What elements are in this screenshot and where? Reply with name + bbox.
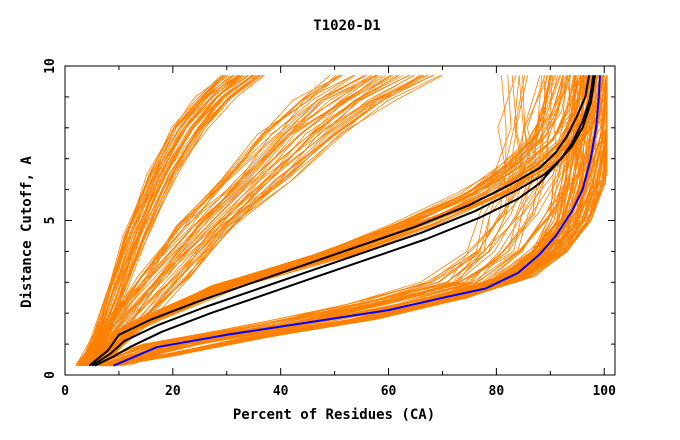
- series-line-group-right-fan-15: [86, 75, 552, 367]
- series-line-group-wide-upper-22: [77, 74, 391, 366]
- series-line-group-wide-upper-12: [76, 74, 365, 366]
- series-line-group-wide-upper-18: [89, 74, 376, 366]
- series-line-group-wide-upper-31: [85, 74, 410, 366]
- series-line-group-right-fan-6: [94, 75, 524, 367]
- x-axis-ticks: 0 20 40 60 80 100: [61, 66, 616, 399]
- x-tick-label-20: 20: [165, 384, 181, 399]
- series-line-group-wide-upper-10: [77, 74, 365, 366]
- x-tick-label-80: 80: [489, 384, 505, 399]
- series-line-black-2: [91, 75, 595, 367]
- y-tick-label-10: 10: [43, 58, 58, 74]
- series-line-group-right-fan-3: [78, 75, 517, 367]
- series-line-group-middle-27: [97, 75, 585, 366]
- x-tick-label-100: 100: [592, 384, 616, 399]
- series-line-group-dense-bottom-60: [116, 75, 608, 367]
- series-line-group-wide-upper-17: [79, 74, 372, 366]
- series-line-group-wide-upper-27: [94, 74, 404, 366]
- y-axis-ticks: 0 5 10: [43, 58, 615, 379]
- series-line-group-middle-11: [87, 75, 567, 366]
- y-tick-label-0: 0: [43, 371, 58, 379]
- plot-area: 0 20 40 60 80 100 0 5 10: [43, 58, 616, 399]
- series-line-blue: [113, 75, 601, 367]
- y-tick-label-5: 5: [43, 217, 58, 225]
- series-black-3: [94, 75, 596, 367]
- series-blue: [113, 75, 601, 367]
- chart-title: T1020-D1: [313, 18, 380, 34]
- x-tick-label-0: 0: [61, 384, 69, 399]
- series-line-group-right-fan-12: [87, 75, 549, 367]
- series-line-group-steep-9: [79, 74, 234, 366]
- x-tick-label-60: 60: [381, 384, 397, 399]
- y-axis-label: Distance Cutoff, A: [19, 156, 35, 308]
- series-line-group-wide-upper-23: [86, 74, 387, 366]
- series-layer: [75, 74, 608, 367]
- series-black-1: [88, 75, 591, 367]
- series-line-black-1: [88, 75, 591, 367]
- x-tick-label-40: 40: [273, 384, 289, 399]
- x-axis-label: Percent of Residues (CA): [233, 407, 435, 423]
- series-black-2: [91, 75, 595, 367]
- series-line-group-wide-upper-32: [92, 74, 414, 366]
- series-line-black-3: [94, 75, 596, 367]
- series-line-group-wide-upper-21: [89, 74, 379, 366]
